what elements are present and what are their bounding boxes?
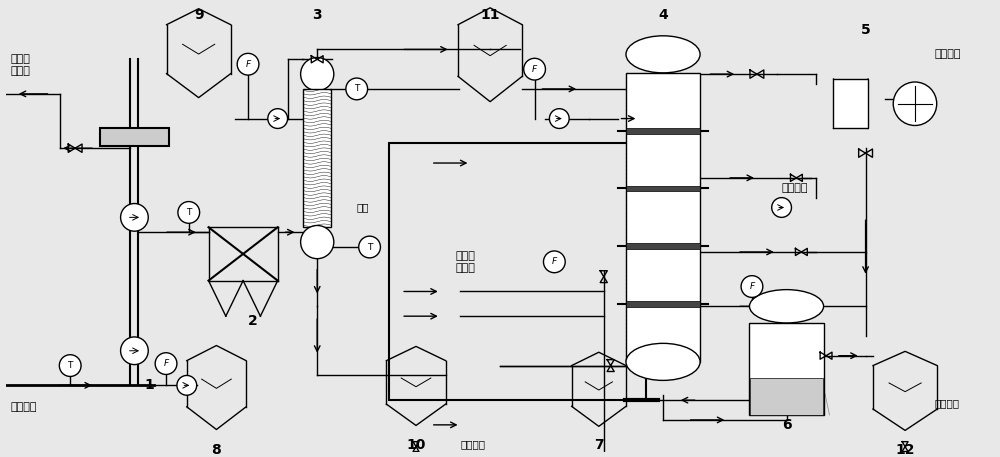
Circle shape bbox=[359, 236, 380, 258]
Circle shape bbox=[268, 109, 288, 128]
Text: 10: 10 bbox=[406, 438, 426, 452]
Bar bbox=[750, 378, 823, 415]
Bar bbox=[303, 89, 331, 227]
Circle shape bbox=[121, 337, 148, 365]
Text: 高温清
洁空气: 高温清 洁空气 bbox=[455, 251, 475, 273]
Bar bbox=[626, 73, 700, 362]
Text: 3: 3 bbox=[312, 8, 322, 22]
Circle shape bbox=[543, 251, 565, 273]
Text: T: T bbox=[354, 85, 359, 93]
Text: T: T bbox=[68, 361, 73, 370]
Text: 7: 7 bbox=[594, 438, 604, 452]
Ellipse shape bbox=[749, 290, 824, 323]
Circle shape bbox=[121, 203, 148, 231]
Text: 5: 5 bbox=[861, 23, 870, 37]
Circle shape bbox=[741, 276, 763, 298]
Text: 循环使用: 循环使用 bbox=[935, 398, 960, 408]
Circle shape bbox=[155, 353, 177, 374]
Text: 4: 4 bbox=[658, 8, 668, 22]
Bar bbox=[749, 323, 824, 415]
Text: T: T bbox=[367, 243, 372, 251]
Circle shape bbox=[346, 78, 368, 100]
Circle shape bbox=[549, 109, 569, 128]
Circle shape bbox=[178, 202, 200, 223]
Bar bbox=[626, 243, 700, 249]
Text: 6: 6 bbox=[782, 418, 791, 432]
Text: 2: 2 bbox=[248, 314, 258, 328]
Text: F: F bbox=[749, 282, 755, 291]
Circle shape bbox=[524, 58, 545, 80]
Circle shape bbox=[893, 82, 937, 126]
Text: 9: 9 bbox=[194, 8, 203, 22]
Circle shape bbox=[237, 53, 259, 75]
Bar bbox=[626, 128, 700, 133]
Text: 循环使用: 循环使用 bbox=[460, 440, 485, 450]
Text: 烟气排放: 烟气排放 bbox=[935, 49, 961, 59]
Text: 8: 8 bbox=[212, 442, 221, 457]
Bar bbox=[389, 143, 646, 400]
Circle shape bbox=[177, 376, 197, 395]
Bar bbox=[833, 79, 868, 128]
Text: 高温烟气: 高温烟气 bbox=[11, 402, 37, 412]
Text: 12: 12 bbox=[895, 442, 915, 457]
Text: F: F bbox=[532, 64, 537, 74]
Text: T: T bbox=[186, 208, 191, 217]
Text: 热水: 热水 bbox=[357, 202, 369, 213]
Text: 水蒸汽
供用户: 水蒸汽 供用户 bbox=[11, 54, 31, 76]
Text: F: F bbox=[163, 359, 169, 368]
Text: F: F bbox=[552, 257, 557, 266]
Ellipse shape bbox=[626, 343, 700, 380]
Bar bbox=[626, 301, 700, 307]
Text: 1: 1 bbox=[144, 378, 154, 393]
Circle shape bbox=[772, 197, 791, 218]
Circle shape bbox=[301, 225, 334, 259]
Circle shape bbox=[59, 355, 81, 377]
Text: F: F bbox=[245, 60, 251, 69]
Text: 11: 11 bbox=[480, 8, 500, 22]
Bar bbox=[626, 186, 700, 191]
Circle shape bbox=[301, 58, 334, 90]
Bar bbox=[100, 128, 169, 146]
Text: 气体排放: 气体排放 bbox=[782, 183, 808, 193]
Ellipse shape bbox=[626, 36, 700, 73]
